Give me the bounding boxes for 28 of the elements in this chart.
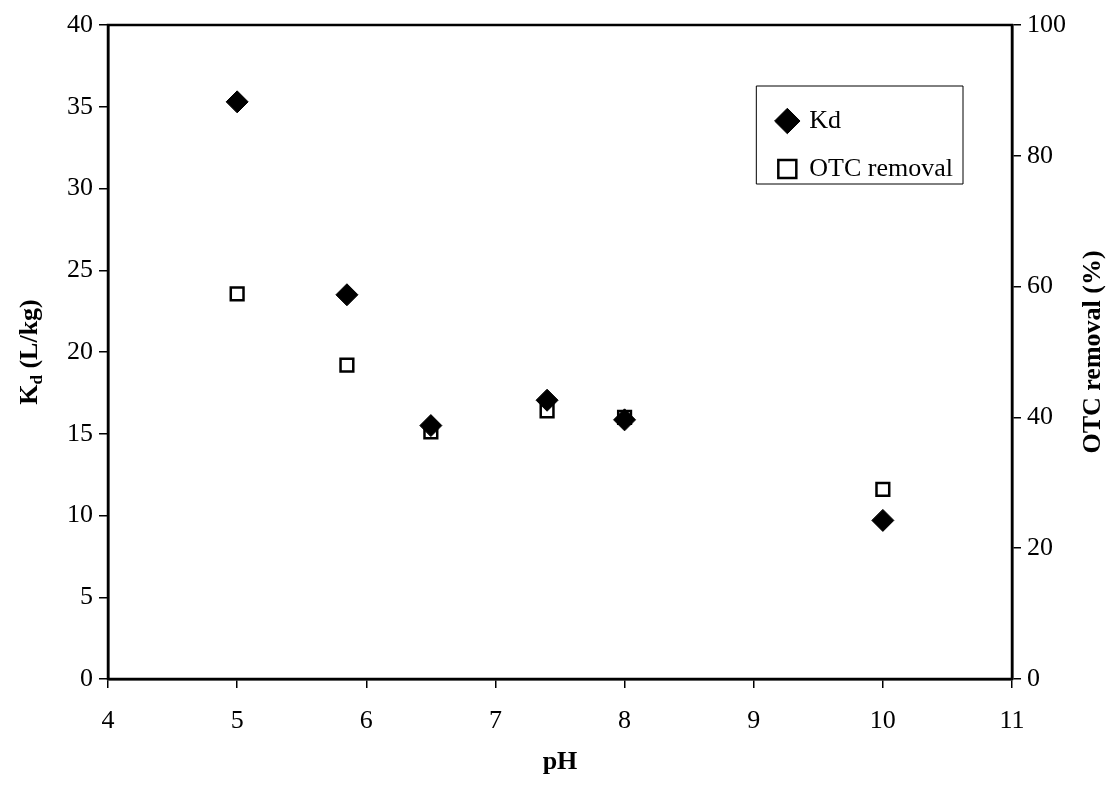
- x-tick-label: 9: [747, 705, 761, 735]
- x-tick-label: 11: [999, 705, 1025, 735]
- y-tick-label: 40: [67, 8, 93, 38]
- x-tick-label: 10: [869, 705, 896, 735]
- y2-tick-label: 20: [1027, 532, 1053, 562]
- y2-tick-label: 60: [1027, 270, 1053, 300]
- y2-tick-label: 40: [1027, 401, 1053, 431]
- y-tick-label: 25: [67, 254, 93, 284]
- y2-tick-label: 80: [1027, 139, 1053, 169]
- x-axis-title: pH: [542, 745, 578, 775]
- y-tick-label: 5: [80, 581, 93, 611]
- y-tick-label: 30: [67, 172, 93, 202]
- y-tick-label: 0: [80, 662, 93, 692]
- y-tick-label: 15: [67, 417, 93, 447]
- legend-label: Kd: [809, 104, 842, 134]
- y-tick-label: 10: [67, 499, 93, 529]
- y-tick-label: 35: [67, 90, 93, 120]
- x-tick-label: 7: [488, 705, 502, 735]
- y-axis-title: Kd (L/kg): [13, 299, 47, 405]
- y2-tick-label: 100: [1027, 8, 1066, 38]
- y2-tick-label: 0: [1027, 662, 1040, 692]
- x-tick-label: 5: [230, 705, 244, 735]
- y-tick-label: 20: [67, 335, 93, 365]
- legend-label: OTC removal: [809, 152, 953, 182]
- x-tick-label: 8: [618, 705, 632, 735]
- y2-axis-title: OTC removal (%): [1076, 250, 1106, 454]
- x-tick-label: 4: [101, 705, 115, 735]
- x-tick-label: 6: [359, 705, 373, 735]
